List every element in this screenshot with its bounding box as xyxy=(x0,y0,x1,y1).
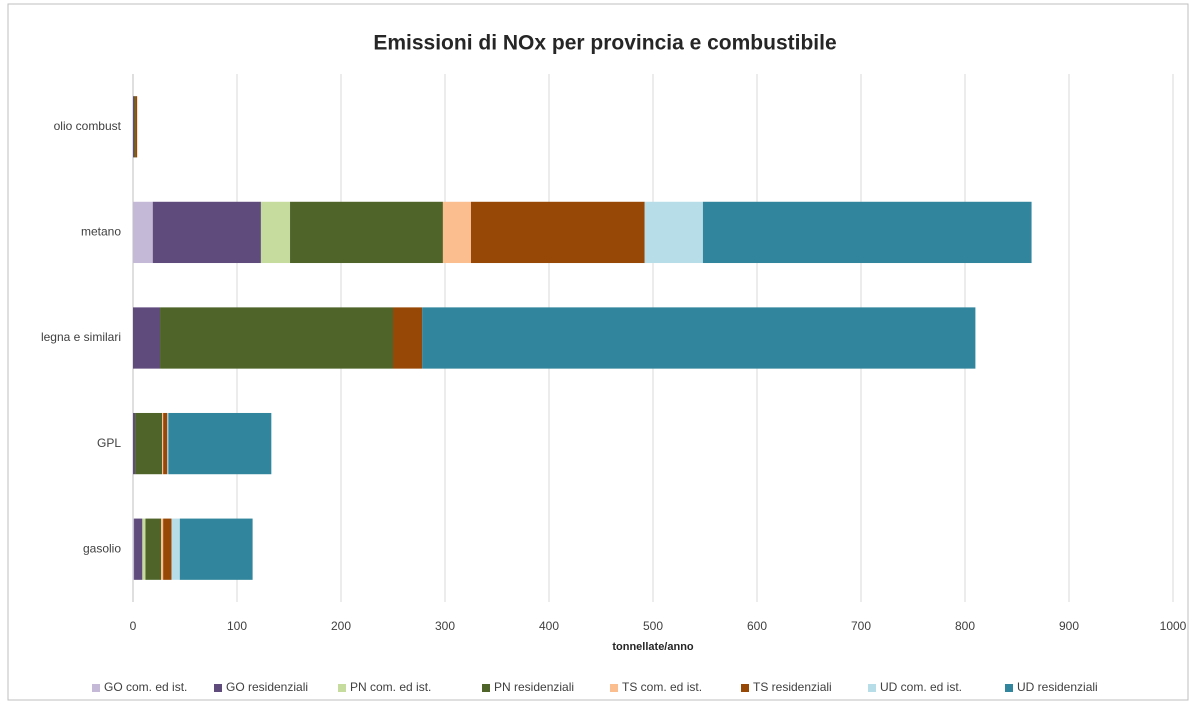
legend-label: UD com. ed ist. xyxy=(880,680,962,694)
legend-label: PN residenziali xyxy=(494,680,574,694)
bar-segment xyxy=(135,96,138,158)
x-tick-label: 0 xyxy=(130,619,137,633)
bar-segment xyxy=(167,412,169,475)
legend-swatch xyxy=(214,684,222,692)
bar-segment xyxy=(135,412,163,475)
bar-segment xyxy=(290,201,443,264)
bar-segment xyxy=(142,518,146,580)
x-tick-label: 300 xyxy=(435,619,455,633)
bar-segment xyxy=(134,96,136,158)
bar-segment xyxy=(393,307,423,369)
bar-segment xyxy=(133,201,153,264)
bar-segment xyxy=(471,201,645,264)
legend-swatch xyxy=(482,684,490,692)
chart-title: Emissioni di NOx per provincia e combust… xyxy=(373,32,836,55)
bar-segment xyxy=(422,307,976,369)
legend-swatch xyxy=(92,684,100,692)
y-tick-label: metano xyxy=(81,225,121,239)
bar-segment xyxy=(163,518,172,580)
x-tick-label: 700 xyxy=(851,619,871,633)
bar-segment xyxy=(163,412,168,475)
x-tick-label: 600 xyxy=(747,619,767,633)
bar-segment xyxy=(133,518,135,580)
bar-segment xyxy=(133,412,136,475)
legend-label: TS com. ed ist. xyxy=(622,680,702,694)
bar-segment xyxy=(171,518,180,580)
bar-segment xyxy=(162,412,164,475)
legend-label: TS residenziali xyxy=(753,680,832,694)
bar-segment xyxy=(134,518,143,580)
legend-swatch xyxy=(741,684,749,692)
x-tick-label: 400 xyxy=(539,619,559,633)
legend-label: GO com. ed ist. xyxy=(104,680,187,694)
x-tick-label: 100 xyxy=(227,619,247,633)
bar-segment xyxy=(145,518,162,580)
legend-swatch xyxy=(1005,684,1013,692)
bar-segment xyxy=(442,201,471,264)
y-tick-label: legna e similari xyxy=(41,330,121,344)
bar-segment xyxy=(133,307,161,369)
legend-label: GO residenziali xyxy=(226,680,308,694)
x-tick-label: 200 xyxy=(331,619,351,633)
bar-segment xyxy=(179,518,253,580)
legend-swatch xyxy=(610,684,618,692)
bar-segment xyxy=(168,412,272,475)
x-tick-label: 500 xyxy=(643,619,663,633)
bar-segment xyxy=(133,96,135,158)
legend-label: PN com. ed ist. xyxy=(350,680,431,694)
y-tick-label: gasolio xyxy=(83,541,121,555)
x-axis-label: tonnellate/anno xyxy=(612,641,694,653)
legend-swatch xyxy=(868,684,876,692)
bar-segment xyxy=(260,201,291,264)
bar-segment xyxy=(152,201,261,264)
legend-label: UD residenziali xyxy=(1017,680,1098,694)
x-tick-label: 800 xyxy=(955,619,975,633)
legend-swatch xyxy=(338,684,346,692)
bar-segment xyxy=(160,307,393,369)
bar-segment xyxy=(161,518,164,580)
y-tick-label: olio combust xyxy=(54,119,122,133)
bar-segment xyxy=(644,201,703,264)
x-tick-label: 1000 xyxy=(1160,619,1187,633)
bar-segment xyxy=(702,201,1032,264)
x-tick-label: 900 xyxy=(1059,619,1079,633)
y-tick-label: GPL xyxy=(97,436,121,450)
